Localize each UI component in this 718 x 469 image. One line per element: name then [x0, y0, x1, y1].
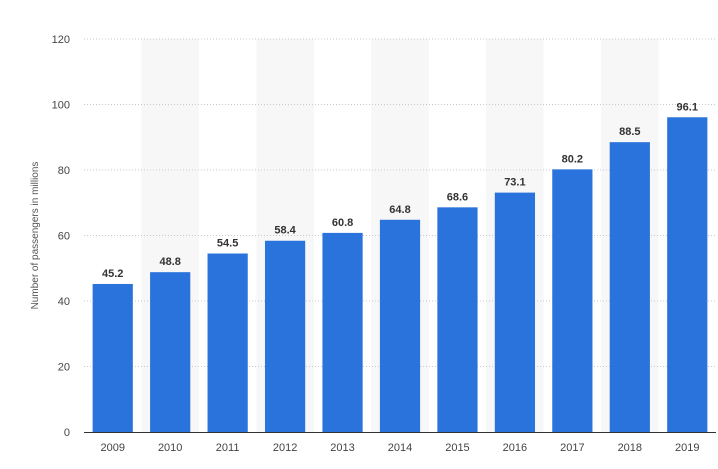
- data-label-2012: 58.4: [274, 225, 296, 237]
- x-tick-label: 2014: [388, 442, 412, 454]
- x-tick-label: 2015: [445, 442, 469, 454]
- bar-2018[interactable]: [609, 142, 650, 432]
- data-label-2013: 60.8: [332, 217, 353, 229]
- x-tick-label: 2010: [158, 442, 182, 454]
- bar-2010[interactable]: [150, 272, 191, 432]
- bar-2014[interactable]: [379, 219, 421, 432]
- x-tick-label: 2017: [560, 442, 584, 454]
- data-label-2019: 96.1: [677, 101, 698, 113]
- x-tick-label: 2013: [330, 442, 354, 454]
- y-tick-label: 20: [58, 362, 70, 374]
- y-tick-label: 40: [58, 296, 70, 308]
- x-axis-ticks: 2009 2010 2011 2012 2013 2014 2015 2016 2017 2018…: [100, 442, 699, 454]
- y-tick-label: 120: [52, 34, 70, 46]
- data-label-2016: 73.1: [504, 177, 525, 189]
- bar-2017[interactable]: [552, 169, 593, 432]
- bar-2015[interactable]: [437, 207, 478, 432]
- data-label-2010: 48.8: [159, 256, 180, 268]
- y-tick-label: 100: [52, 100, 70, 112]
- x-tick-label: 2012: [273, 442, 297, 454]
- data-labels: 45.2 48.8 54.5 58.4 60.8 64.8 68.6 73.1 80.2 88.5…: [102, 101, 698, 280]
- bar-2009[interactable]: [92, 283, 133, 432]
- x-tick-label: 2009: [100, 442, 124, 454]
- x-tick-label: 2016: [503, 442, 527, 454]
- x-tick-label: 2019: [675, 442, 699, 454]
- bar-2019[interactable]: [667, 117, 708, 433]
- data-label-2018: 88.5: [619, 126, 640, 138]
- data-label-2011: 54.5: [217, 238, 238, 250]
- y-tick-label: 0: [64, 427, 70, 439]
- x-tick-label: 2018: [618, 442, 642, 454]
- bar-2011[interactable]: [207, 253, 248, 432]
- x-tick-label: 2011: [216, 442, 240, 454]
- bars: [92, 117, 708, 433]
- data-label-2014: 64.8: [389, 204, 410, 216]
- y-axis-title: Number of passengers in millions: [30, 162, 41, 310]
- y-tick-label: 80: [58, 165, 70, 177]
- bar-2013[interactable]: [322, 232, 363, 432]
- bar-2016[interactable]: [494, 192, 536, 432]
- data-label-2015: 68.6: [447, 191, 468, 203]
- bar-2012[interactable]: [264, 240, 306, 432]
- data-label-2017: 80.2: [562, 153, 583, 165]
- data-label-2009: 45.2: [102, 268, 123, 280]
- y-tick-label: 60: [58, 231, 70, 243]
- y-axis-ticks: 0 20 40 60 80 100 120: [52, 34, 70, 439]
